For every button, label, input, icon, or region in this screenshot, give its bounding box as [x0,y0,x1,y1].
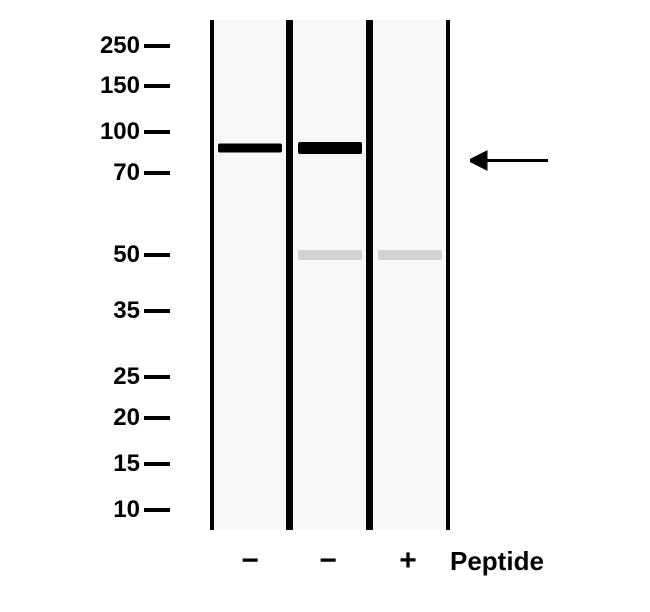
ladder-tick [144,253,170,257]
faint-band-lane3 [378,250,442,260]
ladder-tick [144,44,170,48]
band-arrow-indicator [470,148,550,177]
peptide-plus-lane3: + [399,544,417,578]
lane-divider-1 [286,20,293,530]
ladder-label: 250 [100,32,140,60]
peptide-text-label: Peptide [450,546,544,577]
peptide-minus-lane2: − [319,544,337,578]
faint-band-lane2 [298,250,362,260]
ladder-tick [144,375,170,379]
lane-left-edge [210,20,214,530]
ladder-tick [144,508,170,512]
peptide-labels-row: − − + Peptide [210,544,570,584]
arrow-icon [470,148,550,172]
ladder-label: 25 [113,363,140,391]
western-blot-figure: 250 150 100 70 50 35 25 20 15 10 [80,20,600,590]
ladder-label: 70 [113,159,140,187]
ladder-label: 10 [113,496,140,524]
ladder-tick [144,171,170,175]
peptide-minus-lane1: − [241,544,259,578]
ladder-label: 15 [113,450,140,478]
band-lane2 [298,142,362,154]
ladder-label: 20 [113,404,140,432]
ladder-label: 35 [113,297,140,325]
ladder-label: 50 [113,241,140,269]
band-lane1 [218,143,282,152]
lanes-region [210,20,450,530]
ladder-tick [144,416,170,420]
ladder-label: 100 [100,118,140,146]
ladder-tick [144,309,170,313]
ladder-tick [144,130,170,134]
ladder-tick [144,462,170,466]
lane-right-edge [446,20,450,530]
ladder-tick [144,84,170,88]
lane-divider-2 [366,20,373,530]
ladder-label: 150 [100,72,140,100]
molecular-weight-ladder: 250 150 100 70 50 35 25 20 15 10 [80,20,170,530]
